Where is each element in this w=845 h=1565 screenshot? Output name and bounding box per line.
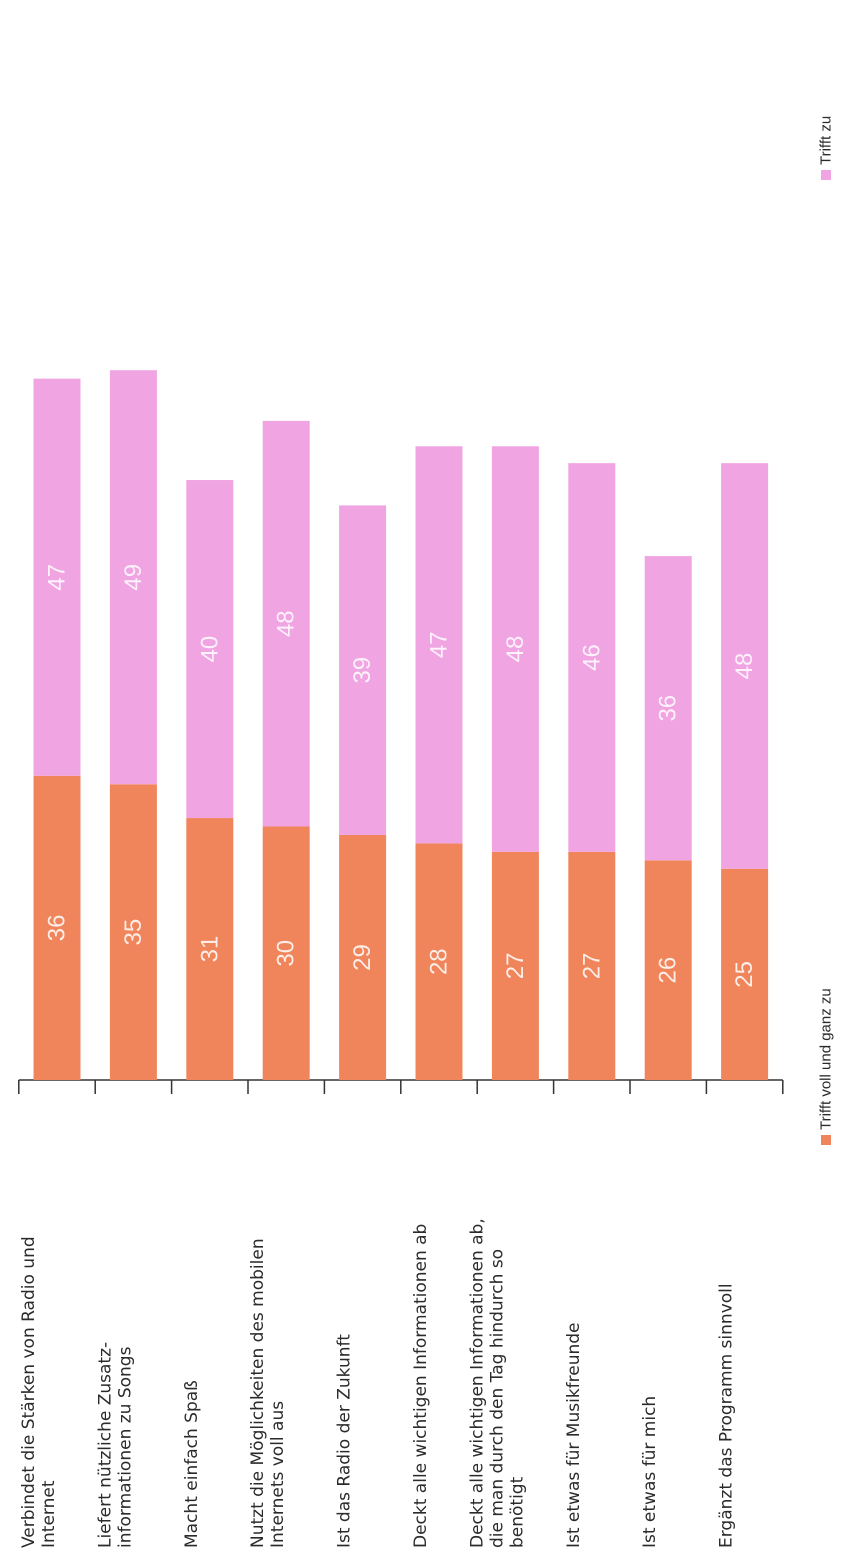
data-label: 26 (655, 957, 682, 984)
data-label: 35 (120, 919, 147, 946)
data-label: 48 (273, 610, 300, 637)
data-label: 49 (120, 564, 147, 591)
category-label: die man durch den Tag hindurch so (487, 1249, 507, 1548)
bar-segment-zu (568, 463, 616, 852)
legend-swatch (821, 170, 831, 180)
bar-segment-zu (109, 370, 157, 785)
category-label: Nutzt die Möglichkeiten des mobilen (248, 1238, 268, 1548)
legend-label: Trifft voll und ganz zu (818, 988, 835, 1130)
bar-segment-zu (33, 378, 81, 776)
value-labels: 36 47 35 49 31 40 30 48 29 39 28 47 27 48 27 46 26 36 25 48 (44, 564, 759, 988)
data-label: 36 (44, 915, 71, 942)
category-label: Liefert nützliche Zusatz- (95, 1342, 115, 1548)
bar-segment-voll (491, 851, 539, 1080)
bar-segment-zu (186, 480, 234, 819)
bar-segment-zu (491, 446, 539, 852)
data-label: 30 (273, 940, 300, 967)
data-label: 36 (655, 695, 682, 722)
category-label: Deckt alle wichtigen Informationen ab (411, 1224, 431, 1548)
category-axis (18, 1079, 784, 1094)
data-label: 48 (731, 653, 758, 680)
category-label: Internet (39, 1480, 59, 1548)
data-label: 47 (44, 564, 71, 591)
data-label: 27 (578, 953, 605, 980)
category-label: Deckt alle wichtigen Informationen ab, (467, 1218, 487, 1548)
category-label: Macht einfach Spaß (182, 1380, 202, 1548)
data-label: 40 (196, 636, 223, 663)
category-label: Ist etwas für mich (640, 1396, 660, 1548)
data-label: 28 (426, 948, 453, 975)
legend-label: Trifft zu (818, 116, 835, 165)
data-label: 29 (349, 944, 376, 971)
category-label: benötigt (507, 1476, 527, 1548)
bar-segment-voll (339, 834, 387, 1080)
bar-segment-voll (721, 868, 769, 1080)
data-label: 25 (731, 961, 758, 988)
bars (33, 370, 769, 1080)
bar-segment-zu (721, 463, 769, 869)
bar-segment-zu (415, 446, 463, 844)
data-label: 46 (578, 644, 605, 671)
bar-segment-voll (109, 784, 157, 1080)
legend-swatch (821, 1135, 831, 1145)
category-labels: Verbindet die Stärken von Radio und Inter… (19, 1218, 737, 1548)
data-label: 48 (502, 636, 529, 663)
category-label: Ist das Radio der Zukunft (335, 1334, 355, 1548)
category-label: Ergänzt das Programm sinnvoll (717, 1283, 737, 1548)
legend: Trifft voll und ganz zu Trifft zu (818, 116, 835, 1145)
category-label: informationen zu Songs (115, 1346, 135, 1548)
bar-segment-zu (644, 556, 692, 861)
bar-segment-voll (33, 775, 81, 1080)
bar-segment-voll (644, 860, 692, 1080)
bar-segment-zu (339, 505, 387, 835)
bar-segment-voll (415, 843, 463, 1080)
bar-segment-zu (262, 420, 310, 827)
bar-segment-voll (568, 851, 616, 1080)
data-label: 31 (196, 936, 223, 963)
category-label: Ist etwas für Musikfreunde (564, 1322, 584, 1548)
category-label: Internets voll aus (268, 1401, 288, 1548)
data-label: 47 (426, 631, 453, 658)
category-label: Verbindet die Stärken von Radio und (19, 1236, 39, 1548)
bar-segment-voll (262, 826, 310, 1080)
data-label: 39 (349, 657, 376, 684)
data-label: 27 (502, 953, 529, 980)
bar-segment-voll (186, 818, 234, 1080)
